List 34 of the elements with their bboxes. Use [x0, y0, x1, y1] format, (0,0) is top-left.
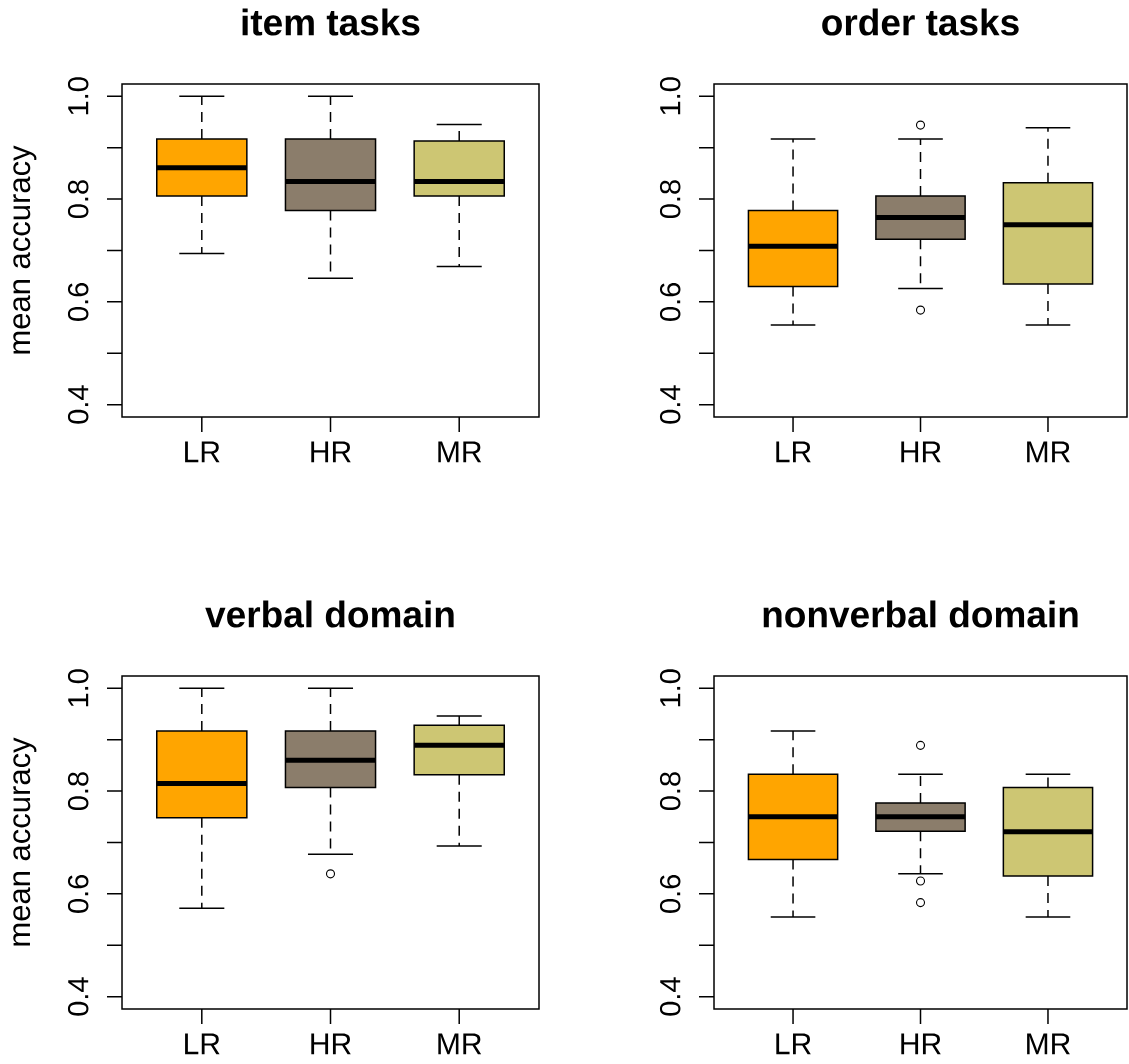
y-axis-title: mean accuracy — [13, 737, 37, 946]
x-tick-label: MR — [438, 1033, 482, 1055]
y-tick-label: 0.8 — [67, 180, 89, 219]
x-tick-label: LR — [776, 441, 811, 463]
y-tick-label: 0.8 — [67, 772, 89, 811]
x-tick-label: LR — [185, 441, 220, 463]
chart-title: nonverbal domain — [763, 600, 1078, 628]
y-tick-label: 0.4 — [659, 385, 681, 424]
y-tick-label: 0.4 — [67, 977, 89, 1016]
chart-title: verbal domain — [205, 600, 454, 628]
x-tick-label: HR — [901, 1033, 941, 1055]
chart-title: item tasks — [242, 8, 420, 36]
y-tick-label: 1.0 — [67, 669, 89, 707]
y-tick-label: 1.0 — [659, 669, 681, 707]
y-tick-label: 0.8 — [659, 180, 681, 219]
y-axis-title: mean accuracy — [13, 145, 37, 354]
y-tick-label: 1.0 — [659, 77, 681, 115]
y-tick-label: 1.0 — [67, 77, 89, 115]
x-tick-label: MR — [1027, 1033, 1070, 1055]
y-tick-label: 0.6 — [67, 874, 89, 913]
x-tick-label: MR — [438, 441, 482, 463]
x-tick-label: LR — [776, 1033, 811, 1055]
chart-title: order tasks — [822, 8, 1019, 36]
x-tick-label: MR — [1027, 441, 1070, 463]
y-tick-label: 0.6 — [659, 282, 681, 321]
x-tick-label: LR — [185, 1033, 220, 1055]
x-tick-label: HR — [901, 441, 941, 463]
x-tick-label: HR — [311, 1033, 351, 1055]
y-tick-label: 0.6 — [67, 282, 89, 321]
y-tick-label: 0.4 — [67, 385, 89, 424]
y-tick-label: 0.4 — [659, 977, 681, 1016]
y-tick-label: 0.6 — [659, 874, 681, 913]
y-tick-label: 0.8 — [659, 772, 681, 811]
x-tick-label: HR — [311, 441, 351, 463]
